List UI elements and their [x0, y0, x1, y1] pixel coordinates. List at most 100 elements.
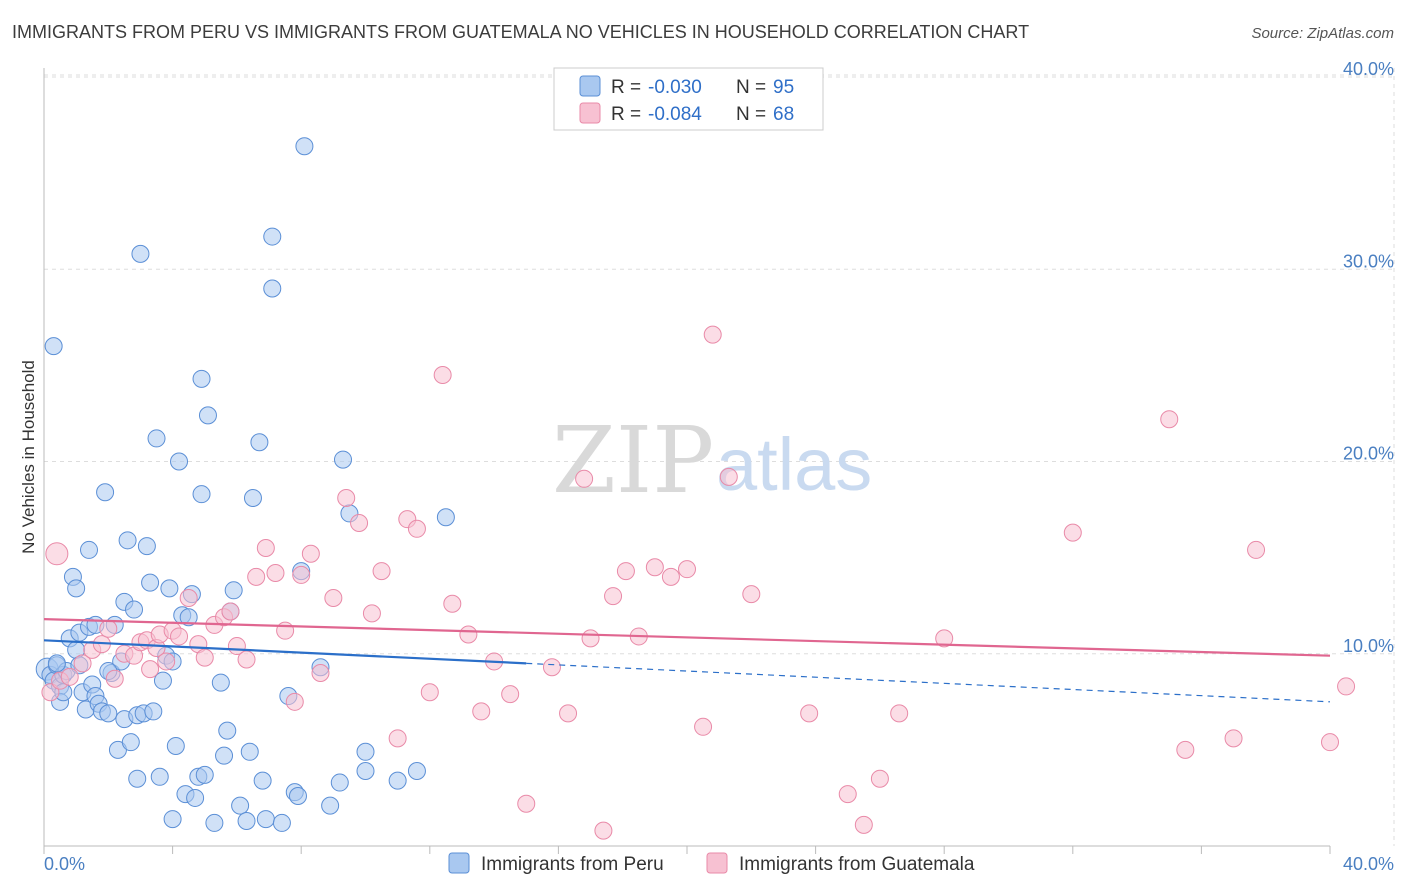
trend-lines: [43, 618, 1331, 703]
guatemala-point-52: [559, 704, 578, 723]
peru-point-73: [263, 227, 282, 246]
guatemala-point-35: [324, 588, 343, 607]
peru-point-24: [99, 704, 118, 723]
guatemala-point-42: [407, 519, 426, 538]
peru-point-75: [272, 813, 291, 832]
guatemala-point-18: [170, 627, 189, 646]
x-tick-marks: [43, 846, 1331, 854]
peru-point-45: [160, 579, 179, 598]
guatemala-point-3: [60, 667, 79, 686]
peru-point-32: [121, 733, 140, 752]
guatemala-point-50: [517, 794, 536, 813]
guatemala-point-70: [890, 704, 909, 723]
guatemala-point-46: [459, 625, 478, 644]
guatemala-point-62: [694, 717, 713, 736]
trend-line-peru: [43, 639, 527, 665]
legend-swatch-guatemala: [579, 102, 601, 124]
y-tick-label-40: 40.0%: [1343, 59, 1394, 79]
peru-point-33: [125, 600, 144, 619]
peru-point-67: [237, 812, 256, 831]
guatemala-point-61: [678, 560, 696, 579]
guatemala-point-19: [179, 588, 198, 607]
legend-n-value-guatemala: 68: [773, 104, 794, 125]
peru-point-78: [288, 787, 307, 806]
chart-source: Source: ZipAtlas.com: [1251, 25, 1394, 42]
peru-point-88: [388, 771, 407, 790]
guatemala-point-28: [256, 539, 275, 558]
peru-point-57: [192, 369, 211, 388]
guatemala-point-54: [581, 629, 600, 648]
guatemala-point-57: [616, 562, 635, 581]
series-peru-points: [35, 137, 455, 832]
guatemala-point-67: [838, 785, 857, 804]
guatemala-point-72: [1063, 523, 1082, 542]
guatemala-point-4: [73, 654, 92, 673]
peru-point-84: [333, 450, 352, 469]
y-tick-label-10: 10.0%: [1343, 636, 1394, 656]
peru-point-94: [47, 654, 66, 673]
peru-point-16: [80, 540, 99, 559]
guatemala-point-74: [1176, 740, 1195, 759]
guatemala-point-16: [157, 652, 176, 671]
watermark-atlas: atlas: [716, 423, 872, 506]
peru-point-42: [150, 767, 169, 786]
guatemala-point-21: [195, 648, 214, 667]
guatemala-point-27: [247, 567, 266, 586]
guatemala-point-38: [362, 604, 381, 623]
peru-point-90: [436, 508, 455, 527]
peru-point-61: [211, 673, 230, 692]
bottom-legend-swatch-peru: [448, 852, 470, 874]
guatemala-point-76: [1247, 540, 1266, 559]
peru-point-47: [163, 810, 182, 829]
legend-n-label-peru: N =: [736, 77, 766, 98]
guatemala-point-31: [285, 692, 304, 711]
guatemala-point-13: [141, 660, 160, 679]
guatemala-point-36: [337, 489, 356, 508]
trend-line-guatemala: [43, 618, 1331, 657]
peru-point-5: [44, 337, 63, 356]
bottom-legend-label-guatemala: Immigrants from Guatemala: [739, 854, 975, 875]
guatemala-point-73: [1160, 410, 1179, 429]
peru-point-62: [215, 746, 234, 765]
peru-point-68: [240, 742, 259, 761]
peru-point-70: [250, 433, 269, 452]
series-legend: Immigrants from Peru Immigrants from Gua…: [448, 852, 975, 875]
peru-point-80: [295, 137, 314, 156]
watermark-zip: ZIP: [552, 407, 714, 514]
y-tick-label-30: 30.0%: [1343, 251, 1394, 271]
chart-title: IMMIGRANTS FROM PERU VS IMMIGRANTS FROM …: [12, 22, 1029, 42]
peru-point-35: [128, 769, 147, 788]
legend-n-value-peru: 95: [773, 77, 794, 98]
peru-point-41: [147, 429, 166, 448]
peru-point-36: [131, 244, 150, 263]
peru-point-86: [356, 742, 375, 761]
peru-point-31: [118, 531, 137, 550]
peru-point-23: [96, 483, 115, 502]
peru-point-56: [192, 485, 211, 504]
peru-point-87: [356, 762, 375, 781]
series-guatemala-points: [41, 325, 1356, 840]
guatemala-point-56: [604, 587, 623, 606]
peru-point-65: [224, 581, 243, 600]
guatemala-point-45: [443, 594, 462, 613]
peru-point-69: [243, 489, 262, 508]
guatemala-point-0: [41, 683, 60, 702]
x-tick-label-max: 40.0%: [1343, 854, 1394, 874]
peru-point-11: [67, 579, 86, 598]
guatemala-point-29: [266, 564, 285, 583]
guatemala-point-8: [105, 669, 124, 688]
guatemala-point-71: [935, 629, 954, 648]
legend-r-value-peru: -0.030: [648, 77, 702, 98]
peru-point-71: [253, 771, 272, 790]
legend-n-label-guatemala: N =: [736, 104, 766, 125]
peru-point-82: [321, 796, 340, 815]
correlation-legend: R = -0.030 N = 95 R = -0.084 N = 68: [553, 67, 824, 131]
guatemala-point-59: [645, 558, 664, 577]
guatemala-point-77: [1321, 733, 1339, 752]
guatemala-point-60: [661, 567, 680, 586]
legend-r-value-guatemala: -0.084: [648, 104, 702, 125]
peru-point-89: [407, 762, 426, 781]
peru-point-59: [198, 406, 217, 425]
guatemala-point-51: [542, 658, 561, 677]
